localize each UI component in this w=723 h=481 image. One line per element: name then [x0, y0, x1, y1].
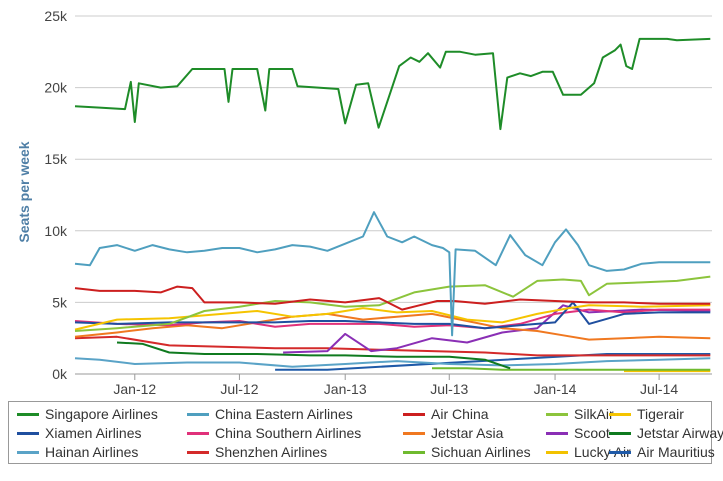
legend-item[interactable]: Shenzhen Airlines — [187, 443, 327, 461]
legend-label: Air China — [431, 406, 489, 422]
legend-item[interactable]: Air Mauritius — [609, 443, 715, 461]
legend-label: Air Mauritius — [637, 444, 715, 460]
x-tick-label: Jul-12 — [220, 381, 258, 397]
legend-label: Jetstar Airways — [637, 425, 723, 441]
legend-item[interactable]: Lucky Air — [546, 443, 631, 461]
legend-swatch — [546, 450, 568, 454]
legend-label: Singapore Airlines — [45, 406, 158, 422]
y-axis-title: Seats per week — [16, 141, 32, 242]
x-tick-label: Jul-13 — [430, 381, 468, 397]
series-line-hainan-airlines — [74, 357, 711, 368]
y-tick-label: 25k — [44, 8, 68, 24]
legend-swatch — [17, 431, 39, 435]
legend-item[interactable]: SilkAir — [546, 405, 614, 423]
x-tick-label: Jan-12 — [113, 381, 156, 397]
legend-swatch — [187, 431, 209, 435]
series-line-singapore-airlines — [74, 37, 711, 131]
legend-item[interactable]: Singapore Airlines — [17, 405, 158, 423]
series-line-china-eastern-airlines — [74, 211, 711, 337]
legend-label: Xiamen Airlines — [45, 425, 142, 441]
legend-swatch — [403, 450, 425, 454]
series-line-xiamen-airlines — [74, 301, 711, 330]
legend-swatch — [17, 412, 39, 416]
gridlines — [75, 15, 712, 303]
legend: Singapore Airlines China Eastern Airlines… — [8, 401, 723, 464]
legend-label: Lucky Air — [574, 444, 631, 460]
legend-swatch — [609, 412, 631, 416]
legend-swatch — [17, 450, 39, 454]
legend-label: China Eastern Airlines — [215, 406, 353, 422]
legend-item[interactable]: Jetstar Airways — [609, 424, 723, 442]
axes: 0k 5k 10k 15k 20k 25k Jan-12 Jul-12 Jan-13 Jul-13… — [44, 8, 712, 397]
series-line-air-china — [74, 285, 711, 311]
y-tick-label: 0k — [52, 366, 68, 382]
series-line-tigerair — [74, 304, 711, 331]
legend-item[interactable]: Tigerair — [609, 405, 684, 423]
legend-label: Jetstar Asia — [431, 425, 504, 441]
legend-item[interactable]: Jetstar Asia — [403, 424, 503, 442]
series-line-silkair — [74, 275, 711, 332]
series-line-jetstar-airways — [116, 341, 511, 370]
legend-swatch — [609, 450, 631, 454]
legend-item[interactable]: Xiamen Airlines — [17, 424, 142, 442]
legend-label: SilkAir — [574, 406, 614, 422]
series-line-jetstar-asia — [74, 312, 711, 341]
y-tick-label: 5k — [52, 294, 68, 310]
legend-swatch — [403, 412, 425, 416]
legend-item[interactable]: China Southern Airlines — [187, 424, 361, 442]
legend-label: Hainan Airlines — [45, 444, 139, 460]
y-tick-label: 10k — [44, 223, 68, 239]
y-tick-label: 20k — [44, 80, 68, 96]
legend-swatch — [546, 431, 568, 435]
x-tick-label: Jan-13 — [324, 381, 367, 397]
legend-label: Shenzhen Airlines — [215, 444, 328, 460]
legend-swatch — [187, 450, 209, 454]
legend-label: Tigerair — [637, 406, 684, 422]
legend-swatch — [187, 412, 209, 416]
x-tick-label: Jul-14 — [640, 381, 678, 397]
legend-label: China Southern Airlines — [215, 425, 362, 441]
series-line-air-mauritius — [275, 353, 711, 371]
legend-label: Scoot — [574, 425, 610, 441]
series-lines — [74, 37, 711, 373]
legend-item[interactable]: China Eastern Airlines — [187, 405, 353, 423]
legend-label: Sichuan Airlines — [431, 444, 531, 460]
legend-item[interactable]: Scoot — [546, 424, 610, 442]
series-line-sichuan-airlines — [432, 367, 711, 371]
y-tick-label: 15k — [44, 151, 68, 167]
legend-swatch — [403, 431, 425, 435]
legend-item[interactable]: Air China — [403, 405, 489, 423]
x-tick-label: Jan-14 — [534, 381, 577, 397]
legend-item[interactable]: Sichuan Airlines — [403, 443, 531, 461]
legend-item[interactable]: Hainan Airlines — [17, 443, 138, 461]
legend-swatch — [609, 431, 631, 435]
legend-swatch — [546, 412, 568, 416]
series-line-scoot — [283, 304, 711, 354]
